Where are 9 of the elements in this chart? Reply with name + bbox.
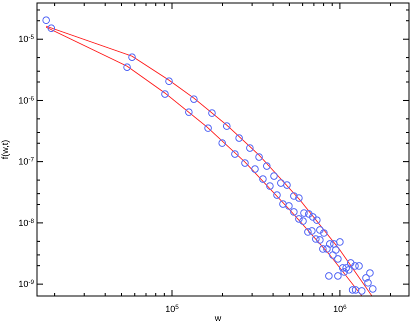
- y-tick-label: 10$^{-8}$: [18, 217, 34, 228]
- x-tick-label: 10$^{6}$: [333, 304, 348, 314]
- y-tick-label: 10$^{-7}$: [18, 156, 34, 167]
- y-axis-title: f(w,t): [0, 140, 10, 160]
- x-tick-label: 10$^{5}$: [165, 304, 180, 314]
- y-tick-label: 10$^{-9}$: [18, 278, 34, 290]
- y-tick-label: 10$^{-6}$: [18, 94, 34, 106]
- x-axis-title: w: [214, 313, 222, 323]
- y-tick-label: 10$^{-5}$: [18, 34, 34, 44]
